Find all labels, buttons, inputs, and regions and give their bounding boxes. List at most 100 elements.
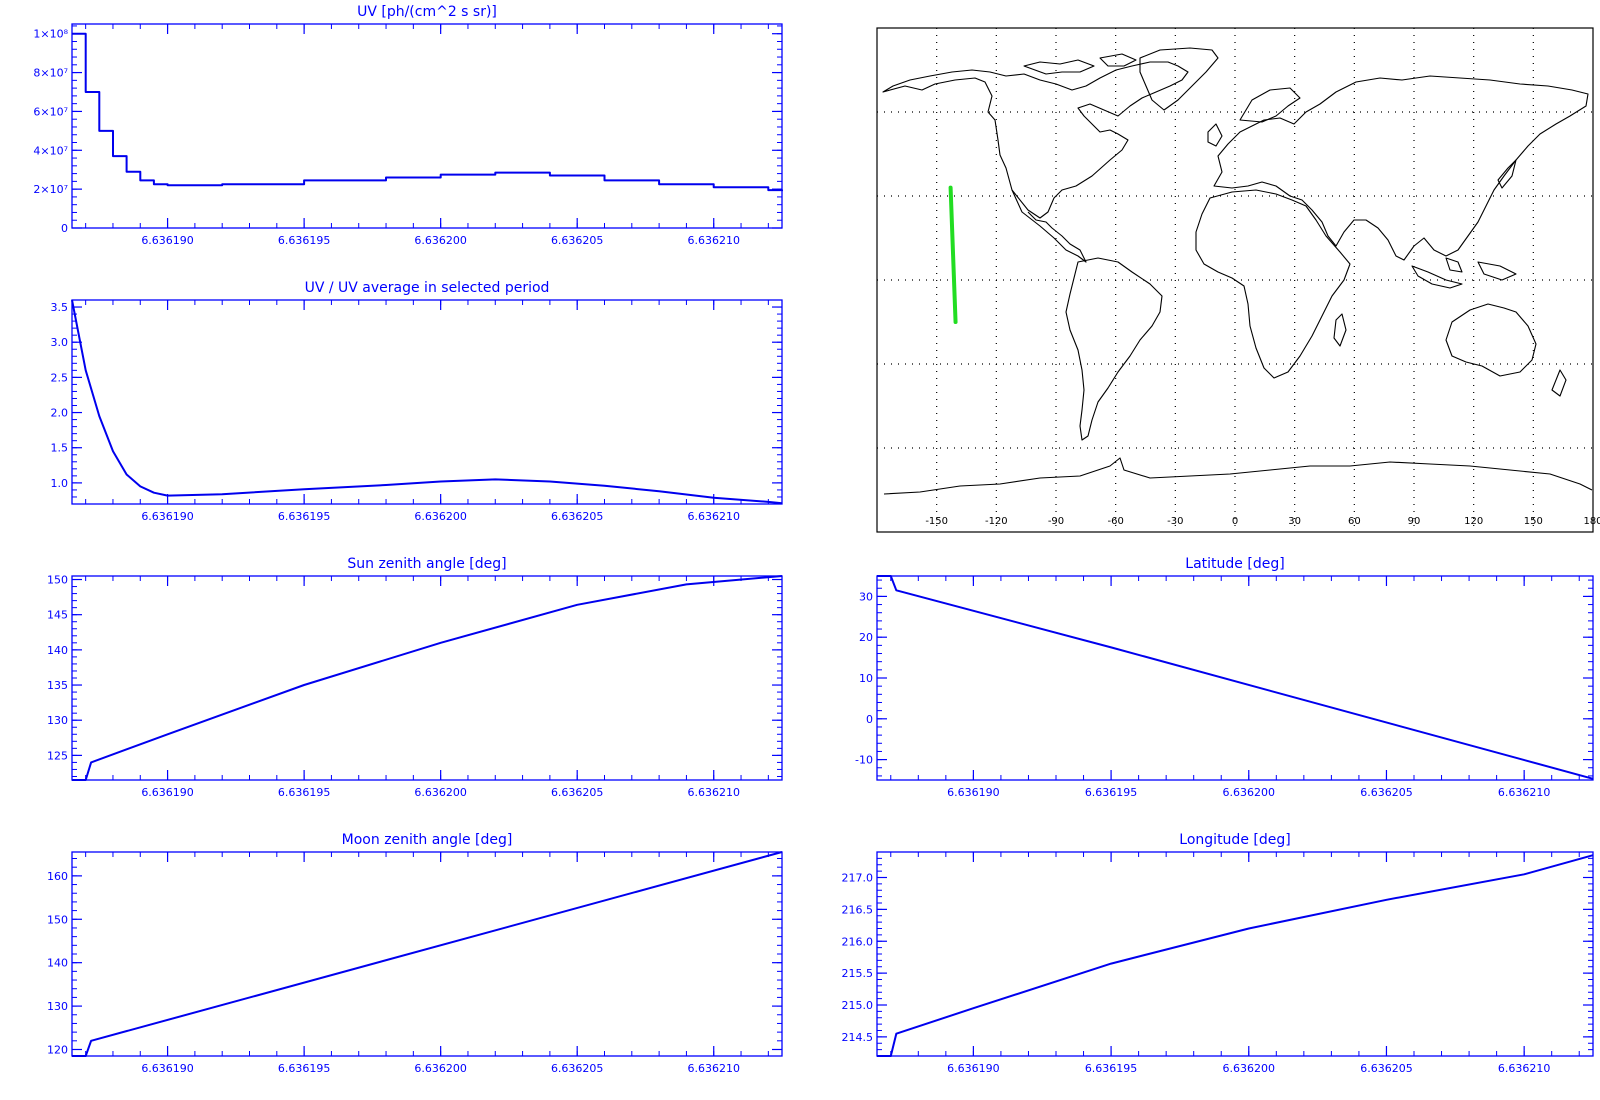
map-x-tick-label: 150	[1524, 516, 1543, 527]
x-tick-label: 6.636190	[141, 1062, 194, 1075]
x-tick-label: 6.636190	[141, 786, 194, 799]
coast-south-america	[1065, 257, 1163, 441]
y-tick-label: 20	[859, 631, 873, 644]
y-tick-label: 2.5	[51, 371, 69, 384]
y-tick-label: 10	[859, 672, 873, 685]
x-tick-label: 6.636210	[687, 786, 740, 799]
x-tick-label: 6.636195	[278, 1062, 331, 1075]
x-tick-label: 6.636200	[1223, 786, 1276, 799]
y-tick-label: 216.0	[842, 935, 874, 948]
chart-title: Longitude [deg]	[1179, 832, 1290, 848]
coast-madagascar	[1333, 313, 1347, 347]
plot-frame	[71, 575, 783, 781]
chart-title: Moon zenith angle [deg]	[342, 832, 513, 848]
map-x-tick-label: 180	[1583, 516, 1600, 527]
x-tick-label: 6.636195	[278, 234, 331, 247]
y-tick-label: 215.5	[842, 967, 874, 980]
x-tick-label: 6.636200	[414, 234, 467, 247]
y-tick-label: 0	[61, 222, 68, 235]
x-tick-label: 6.636200	[414, 786, 467, 799]
x-tick-label: 6.636205	[551, 234, 604, 247]
chart-uv-ratio: UV / UV average in selected period 6.6361…	[51, 280, 783, 523]
y-tick-label: 2.0	[51, 407, 69, 420]
chart-latitude: Latitude [deg] 6.636190 6.636195 6.636200 6.…	[855, 556, 1594, 799]
y-tick-label: 3.0	[51, 336, 69, 349]
map-x-tick-label: -30	[1167, 516, 1183, 527]
satellite-track	[948, 185, 958, 324]
y-tick-label: 160	[47, 870, 68, 883]
chart-longitude: Longitude [deg] 6.636190 6.636195 6.636200 6…	[842, 832, 1594, 1075]
coastlines	[882, 47, 1593, 495]
chart-sun-zenith-angle: Sun zenith angle [deg] 6.636190 6.636195 6.…	[47, 556, 783, 799]
map-x-tick-label: 30	[1288, 516, 1301, 527]
x-tick-label: 6.636205	[1360, 1062, 1413, 1075]
coast-central-america	[1011, 189, 1087, 263]
map-x-tick-label: 90	[1408, 516, 1421, 527]
x-tick-label: 6.636210	[687, 234, 740, 247]
map-x-tick-label: -120	[985, 516, 1008, 527]
y-tick-label: 0	[866, 713, 873, 726]
x-tick-label: 6.636205	[551, 1062, 604, 1075]
map-x-tick-label: 60	[1348, 516, 1361, 527]
y-tick-label: 145	[47, 609, 68, 622]
coast-antarctica	[883, 457, 1593, 495]
y-tick-label: 217.0	[842, 872, 874, 885]
chart-title: Sun zenith angle [deg]	[347, 556, 506, 572]
y-tick-label: 3.5	[51, 301, 69, 314]
chart-moon-zenith-angle: Moon zenith angle [deg] 6.636190 6.636195 6…	[47, 832, 783, 1075]
y-tick-label: 130	[47, 1000, 68, 1013]
data-line	[72, 575, 783, 781]
chart-uv: UV [ph/(cm^2 s sr)] 6.636190 6.636195 6.636…	[33, 4, 783, 247]
x-tick-label: 6.636195	[278, 786, 331, 799]
x-tick-label: 6.636195	[1085, 786, 1138, 799]
data-line	[877, 854, 1594, 1057]
y-tick-label: 130	[47, 714, 68, 727]
y-tick-label: -10	[855, 754, 873, 767]
x-tick-label: 6.636195	[278, 510, 331, 523]
x-tick-label: 6.636190	[947, 786, 1000, 799]
y-tick-label: 140	[47, 957, 68, 970]
x-tick-label: 6.636210	[687, 1062, 740, 1075]
data-line	[72, 851, 783, 1057]
map-x-tick-label: 120	[1464, 516, 1483, 527]
x-tick-label: 6.636195	[1085, 1062, 1138, 1075]
x-tick-label: 6.636200	[1223, 1062, 1276, 1075]
x-tick-label: 6.636210	[687, 510, 740, 523]
y-tick-label: 215.0	[842, 999, 874, 1012]
y-tick-label: 135	[47, 679, 68, 692]
data-line	[71, 299, 783, 505]
y-tick-label: 1.0	[51, 477, 69, 490]
chart-title: UV [ph/(cm^2 s sr)]	[357, 4, 497, 20]
y-tick-label: 120	[47, 1043, 68, 1056]
y-tick-label: 125	[47, 749, 68, 762]
coast-greenland	[1139, 47, 1219, 111]
world-map: -150 -120 -90 -60 -30 0 30 60 90 120 150 180	[876, 27, 1600, 533]
x-tick-label: 6.636210	[1498, 786, 1551, 799]
x-tick-label: 6.636210	[1498, 1062, 1551, 1075]
y-tick-label: 1×10⁸	[33, 28, 68, 41]
x-tick-label: 6.636205	[551, 510, 604, 523]
map-x-tick-label: 0	[1232, 516, 1238, 527]
x-tick-label: 6.636205	[551, 786, 604, 799]
y-tick-label: 1.5	[51, 442, 69, 455]
map-x-tick-label: -150	[925, 516, 948, 527]
x-tick-label: 6.636190	[141, 510, 194, 523]
x-tick-label: 6.636190	[947, 1062, 1000, 1075]
map-x-tick-label: -90	[1048, 516, 1064, 527]
map-x-tick-label: -60	[1107, 516, 1123, 527]
x-tick-label: 6.636205	[1360, 786, 1413, 799]
chart-title: Latitude [deg]	[1185, 556, 1284, 572]
y-tick-label: 30	[859, 590, 873, 603]
y-tick-label: 4×10⁷	[33, 144, 68, 157]
y-tick-label: 8×10⁷	[33, 67, 68, 80]
coast-arctic-islands	[1023, 53, 1137, 75]
y-tick-label: 150	[47, 574, 68, 587]
plot-frame	[71, 851, 783, 1057]
coast-new-zealand	[1551, 369, 1567, 397]
chart-title: UV / UV average in selected period	[305, 280, 550, 296]
map-longitude-ticks: -150 -120 -90 -60 -30 0 30 60 90 120 150 180	[925, 516, 1600, 527]
coast-north-america	[882, 61, 1189, 219]
coast-scandinavia	[1239, 87, 1301, 123]
y-tick-label: 6×10⁷	[33, 105, 68, 118]
